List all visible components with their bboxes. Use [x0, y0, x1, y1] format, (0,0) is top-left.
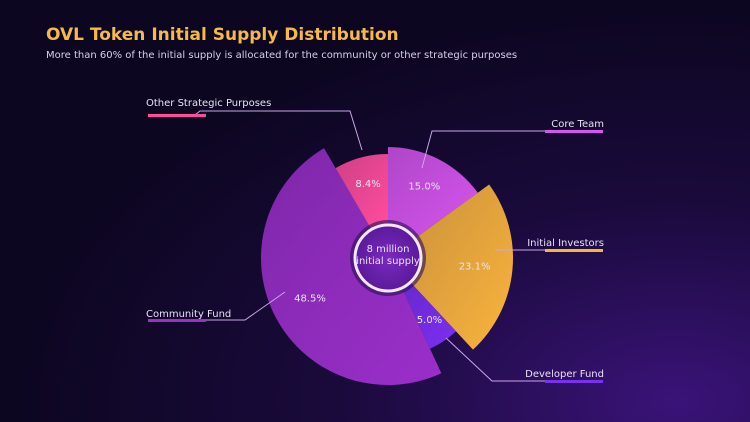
- legend-bar-other-strategic-purposes: [148, 114, 206, 117]
- center-hub: [353, 223, 423, 293]
- slice-core-team: [388, 147, 478, 239]
- slice-other-strategic-purposes: [335, 154, 388, 230]
- leader-line-core-team: [421, 130, 595, 169]
- value-label-developer-fund: 5.0%: [417, 315, 442, 326]
- slice-initial-investors: [410, 184, 514, 350]
- legend-bar-initial-investors: [545, 249, 603, 252]
- chart-subtitle: More than 60% of the initial supply is a…: [46, 50, 518, 61]
- value-label-other-strategic-purposes: 8.4%: [355, 179, 380, 190]
- legend-bar-community-fund: [148, 319, 206, 322]
- center-label-line1: 8 million: [367, 244, 410, 255]
- value-label-community-fund: 48.5%: [294, 294, 326, 305]
- legend-bar-core-team: [545, 130, 603, 133]
- legend-bar-developer-fund: [545, 380, 603, 383]
- category-label-other-strategic-purposes: Other Strategic Purposes: [146, 98, 271, 109]
- slice-developer-fund: [401, 282, 456, 349]
- category-label-core-team: Core Team: [551, 119, 604, 130]
- category-label-developer-fund: Developer Fund: [525, 369, 604, 380]
- category-label-community-fund: Community Fund: [146, 309, 231, 320]
- value-label-initial-investors: 23.1%: [459, 261, 491, 272]
- value-label-core-team: 15.0%: [408, 182, 440, 193]
- chart-title: OVL Token Initial Supply Distribution: [46, 25, 399, 45]
- center-label-line2: initial supply: [356, 256, 420, 267]
- category-label-initial-investors: Initial Investors: [527, 238, 604, 249]
